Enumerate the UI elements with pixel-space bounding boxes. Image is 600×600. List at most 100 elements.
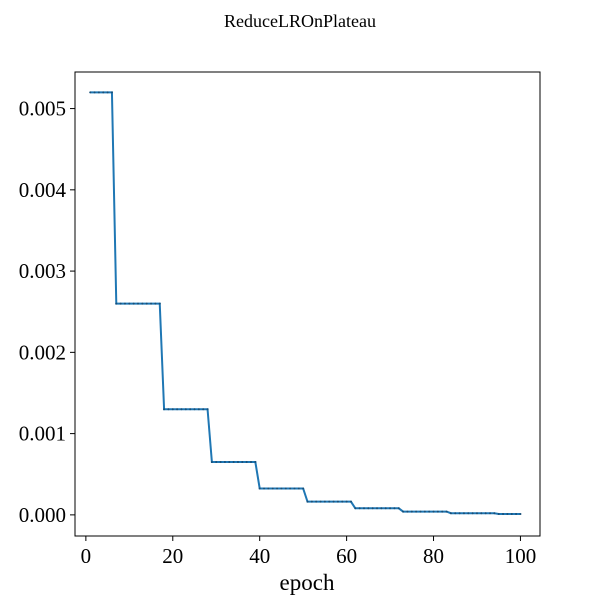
data-point [232, 461, 235, 464]
data-point [284, 487, 287, 490]
data-point [393, 507, 396, 510]
data-point [228, 461, 231, 464]
chart-title: ReduceLROnPlateau [224, 11, 376, 31]
data-point [102, 91, 105, 94]
data-point [280, 487, 283, 490]
data-point [154, 302, 157, 305]
x-tick-label: 40 [249, 544, 270, 568]
data-point [458, 512, 461, 515]
data-point [123, 302, 126, 305]
data-point [89, 91, 92, 94]
series-layer [89, 91, 522, 516]
data-point [428, 510, 431, 513]
y-tick-label: 0.000 [19, 503, 66, 527]
data-point [363, 507, 365, 510]
data-point [241, 461, 244, 464]
data-point [410, 510, 413, 513]
data-point [293, 487, 296, 490]
data-point [163, 408, 166, 411]
data-point [502, 513, 505, 516]
data-point [415, 510, 418, 513]
data-point [128, 302, 131, 305]
data-point [110, 91, 113, 94]
data-point [210, 461, 213, 464]
data-point [497, 513, 500, 516]
y-tick-label: 0.003 [19, 259, 66, 283]
data-point [406, 510, 409, 513]
data-point [462, 512, 465, 515]
data-point [267, 487, 270, 490]
data-point [258, 487, 261, 490]
data-point [297, 487, 300, 490]
data-point [423, 510, 426, 513]
x-tick-label: 80 [423, 544, 444, 568]
data-point [371, 507, 374, 510]
data-point [202, 408, 205, 411]
data-point [93, 91, 96, 94]
data-point [493, 512, 496, 515]
data-point [432, 510, 435, 513]
x-tick-label: 0 [81, 544, 92, 568]
data-point [402, 510, 405, 513]
data-point [189, 408, 192, 411]
data-point [445, 510, 448, 513]
data-point [119, 302, 122, 305]
y-tick-label: 0.004 [19, 178, 67, 202]
data-point [436, 510, 439, 513]
data-point [132, 302, 135, 305]
data-point [219, 461, 222, 464]
data-point [250, 461, 252, 464]
data-point [328, 500, 331, 503]
data-point [150, 302, 153, 305]
data-point [341, 500, 344, 503]
y-axis-ticks: 0.000 0.001 0.002 0.003 0.004 0.005 [19, 97, 75, 527]
data-point [384, 507, 387, 510]
data-point [193, 408, 196, 411]
x-tick-label: 60 [336, 544, 357, 568]
data-point [354, 507, 357, 510]
data-point [184, 408, 187, 411]
data-point [389, 507, 392, 510]
data-point [215, 461, 218, 464]
data-point [519, 513, 522, 516]
data-point [106, 91, 109, 94]
data-point [484, 512, 487, 515]
data-point [454, 512, 457, 515]
data-point [323, 500, 326, 503]
data-point [467, 512, 470, 515]
x-axis-label: epoch [280, 570, 335, 595]
data-point [380, 507, 383, 510]
data-point [289, 487, 292, 490]
data-point [319, 500, 322, 503]
data-point [367, 507, 370, 510]
x-tick-label: 100 [505, 544, 537, 568]
data-point [167, 408, 170, 411]
data-point [358, 507, 361, 510]
data-point [97, 91, 100, 94]
data-point [345, 500, 348, 503]
data-point [141, 302, 144, 305]
data-point [449, 512, 452, 515]
data-point [480, 512, 483, 515]
data-point [145, 302, 148, 305]
data-point [471, 512, 474, 515]
x-axis-ticks: 0 20 40 60 80 100 [81, 536, 537, 568]
plot-area-frame [74, 71, 541, 537]
data-point [245, 461, 248, 464]
data-point [441, 510, 444, 513]
data-point [489, 512, 492, 515]
data-point [349, 500, 352, 503]
data-point [236, 461, 239, 464]
y-tick-label: 0.002 [19, 340, 66, 364]
data-point [376, 507, 379, 510]
data-point [263, 487, 266, 490]
data-point [176, 408, 179, 411]
data-point [336, 500, 339, 503]
data-point [223, 461, 226, 464]
data-point [206, 408, 209, 411]
data-point [315, 500, 318, 503]
data-point [515, 513, 518, 516]
data-point [254, 461, 257, 464]
data-point [271, 487, 274, 490]
